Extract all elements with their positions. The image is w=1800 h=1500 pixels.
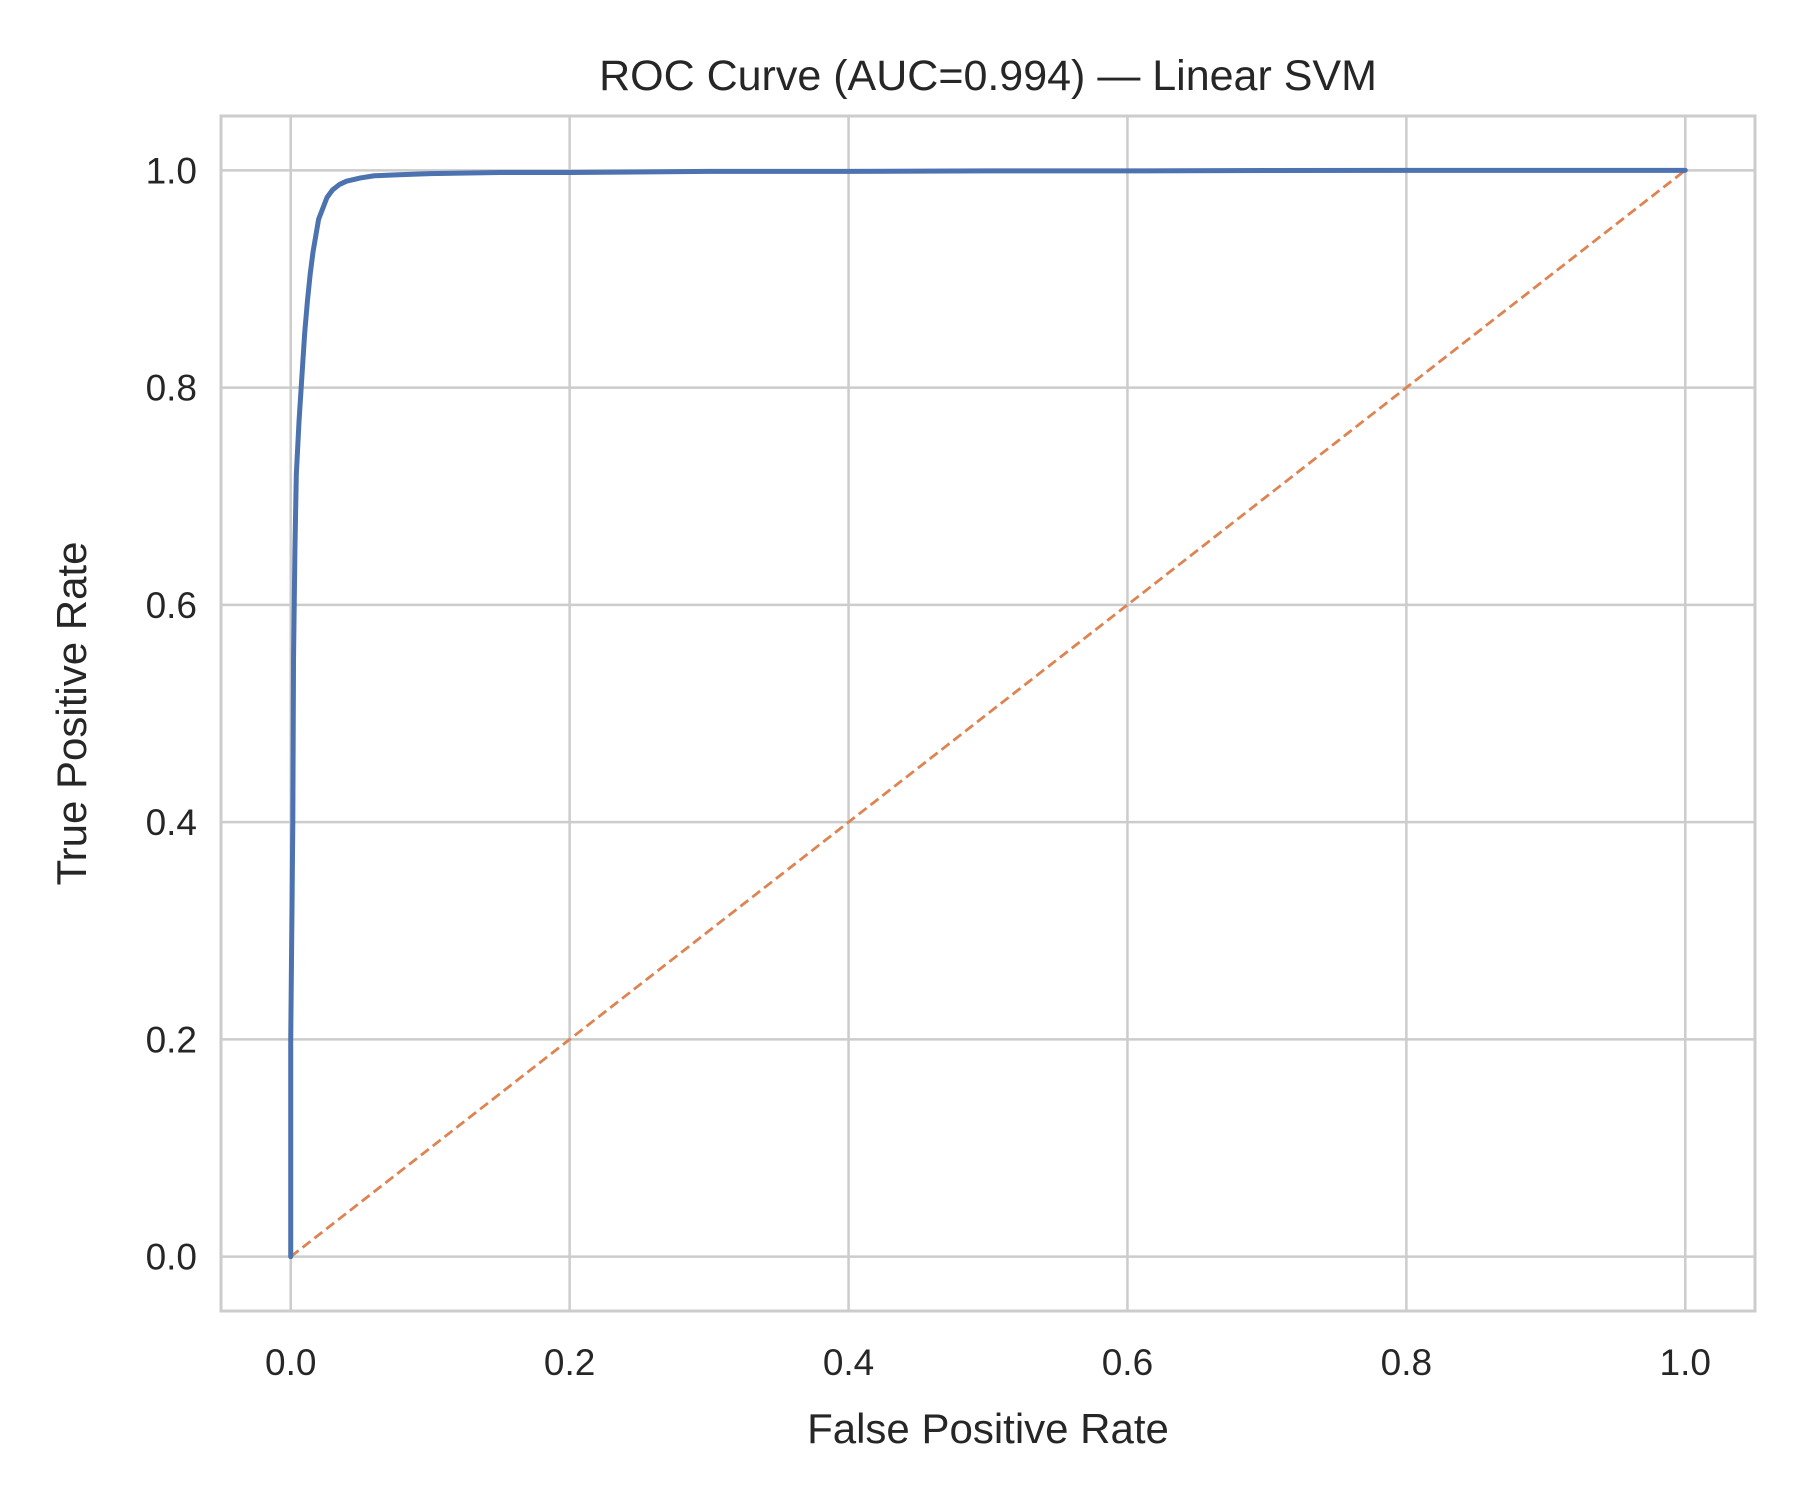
y-tick-label: 0.6 xyxy=(146,585,197,626)
x-axis-ticks: 0.0 0.2 0.4 0.6 0.8 1.0 xyxy=(265,1342,1711,1383)
x-tick-label: 0.4 xyxy=(823,1342,874,1383)
x-tick-label: 0.2 xyxy=(544,1342,595,1383)
x-tick-label: 1.0 xyxy=(1660,1342,1711,1383)
y-tick-label: 0.0 xyxy=(146,1237,197,1278)
grid-lines xyxy=(221,116,1755,1311)
x-tick-label: 0.8 xyxy=(1381,1342,1432,1383)
x-tick-label: 0.0 xyxy=(265,1342,316,1383)
y-tick-label: 1.0 xyxy=(146,150,197,191)
chance-line xyxy=(289,169,1687,1258)
y-tick-label: 0.2 xyxy=(146,1019,197,1060)
y-tick-label: 0.8 xyxy=(146,368,197,409)
x-axis-label: False Positive Rate xyxy=(807,1405,1169,1452)
y-tick-label: 0.4 xyxy=(146,802,197,843)
plot-frame xyxy=(219,114,1757,1313)
x-tick-label: 0.6 xyxy=(1102,1342,1153,1383)
y-axis-ticks: 0.0 0.2 0.4 0.6 0.8 1.0 xyxy=(146,150,197,1277)
y-axis-label: True Positive Rate xyxy=(48,542,95,886)
chart-title: ROC Curve (AUC=0.994) — Linear SVM xyxy=(599,52,1377,100)
roc-curve-line xyxy=(288,167,1688,1260)
plot-area xyxy=(288,167,1688,1260)
